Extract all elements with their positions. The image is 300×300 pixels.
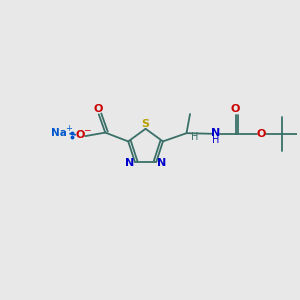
Text: N: N [125, 158, 134, 168]
Text: Na: Na [51, 128, 67, 138]
Text: O: O [94, 104, 103, 114]
Text: H: H [212, 135, 219, 145]
Text: S: S [142, 119, 150, 129]
Text: O: O [231, 104, 240, 114]
Text: −: − [83, 125, 90, 134]
Text: O: O [257, 129, 266, 139]
Text: +: + [65, 124, 72, 133]
Text: N: N [211, 128, 220, 138]
Text: N: N [157, 158, 166, 168]
Text: O: O [75, 130, 85, 140]
Text: H: H [191, 132, 198, 142]
